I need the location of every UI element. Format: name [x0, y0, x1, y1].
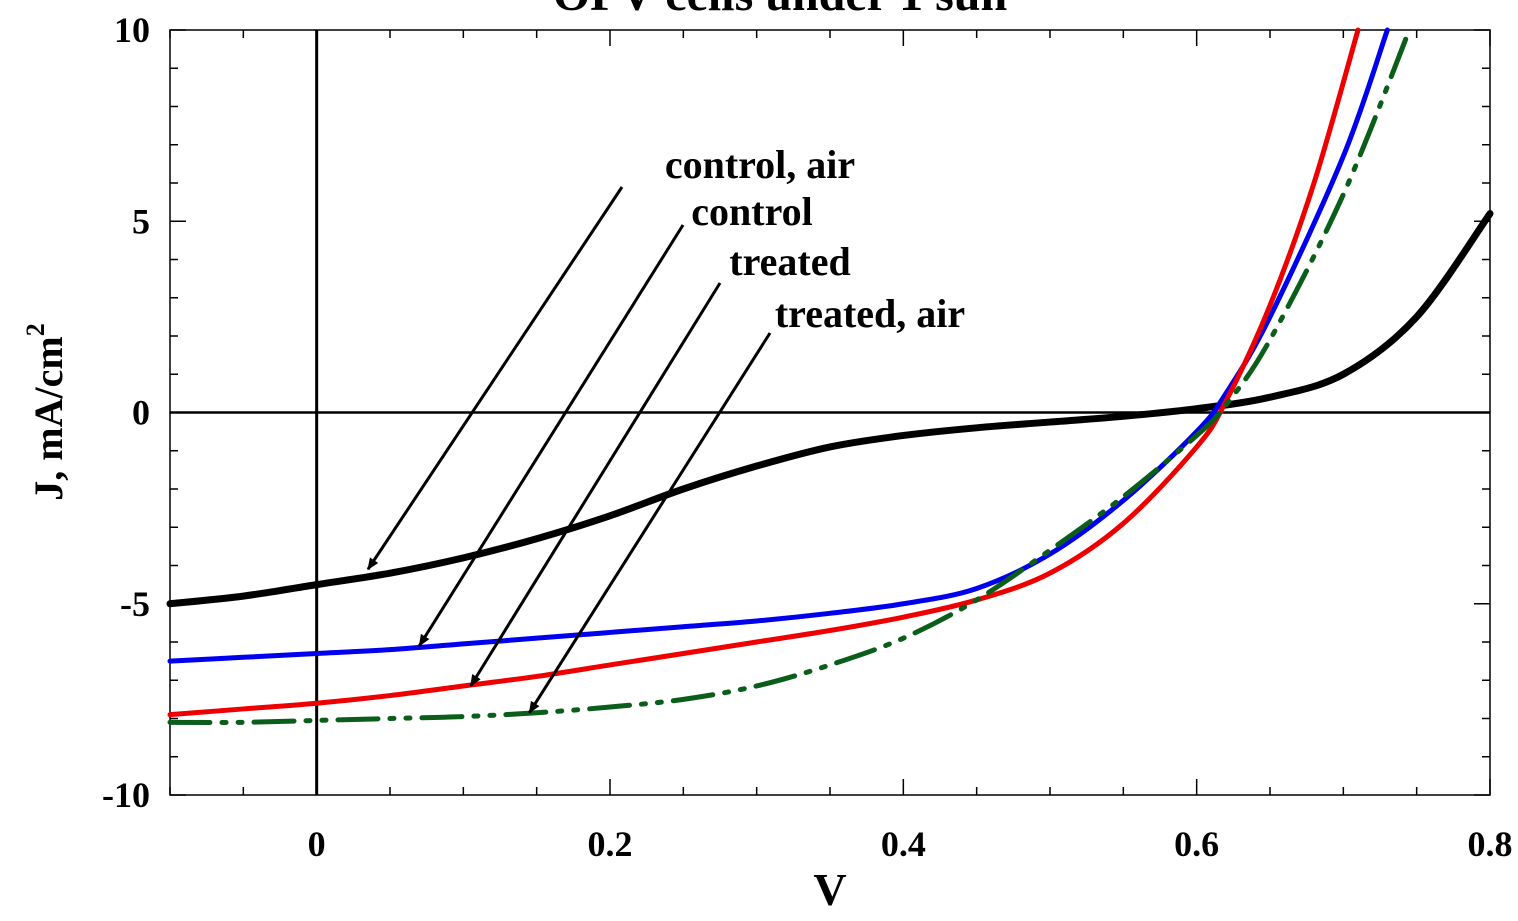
y-tick-label: 0 — [132, 393, 150, 433]
chart-title: OPV cells under 1 sun — [553, 0, 1007, 21]
y-axis-label: J, mA/cm2 — [21, 323, 71, 500]
series-line-treated — [167, 27, 1361, 718]
y-tick-label: 10 — [114, 10, 150, 50]
y-tick-label: -5 — [120, 584, 150, 624]
annotation-arrow — [366, 186, 624, 571]
annotation-label: treated — [729, 239, 850, 284]
y-axis-label-text: J, mA/cm — [26, 336, 71, 500]
x-tick-label: 0.8 — [1468, 824, 1513, 864]
annotation-label: treated, air — [775, 291, 965, 336]
annotation-label: control — [691, 189, 812, 234]
series-line-treated-air — [167, 27, 1412, 725]
series-layer — [166, 27, 1494, 725]
x-axis-label: V — [813, 864, 846, 915]
y-tick-label: 5 — [132, 201, 150, 241]
x-tick-label: 0.6 — [1174, 824, 1219, 864]
x-tick-label: 0 — [308, 824, 326, 864]
x-tick-labels: 0 0.2 0.4 0.6 0.8 — [308, 824, 1513, 864]
axis-ticks — [169, 29, 1491, 796]
annotation-label: control, air — [665, 142, 855, 187]
annotation-arrow — [528, 332, 772, 714]
x-tick-label: 0.2 — [588, 824, 633, 864]
x-tick-label: 0.4 — [881, 824, 926, 864]
y-axis-label-superscript: 2 — [21, 323, 50, 336]
annotation-arrow — [418, 224, 685, 647]
series-line-control — [167, 27, 1390, 664]
y-tick-label: -10 — [102, 775, 150, 815]
y-tick-labels: -10 -5 0 5 10 — [102, 10, 150, 815]
series-line-control-air — [166, 210, 1494, 608]
annotation-arrow — [469, 282, 722, 687]
